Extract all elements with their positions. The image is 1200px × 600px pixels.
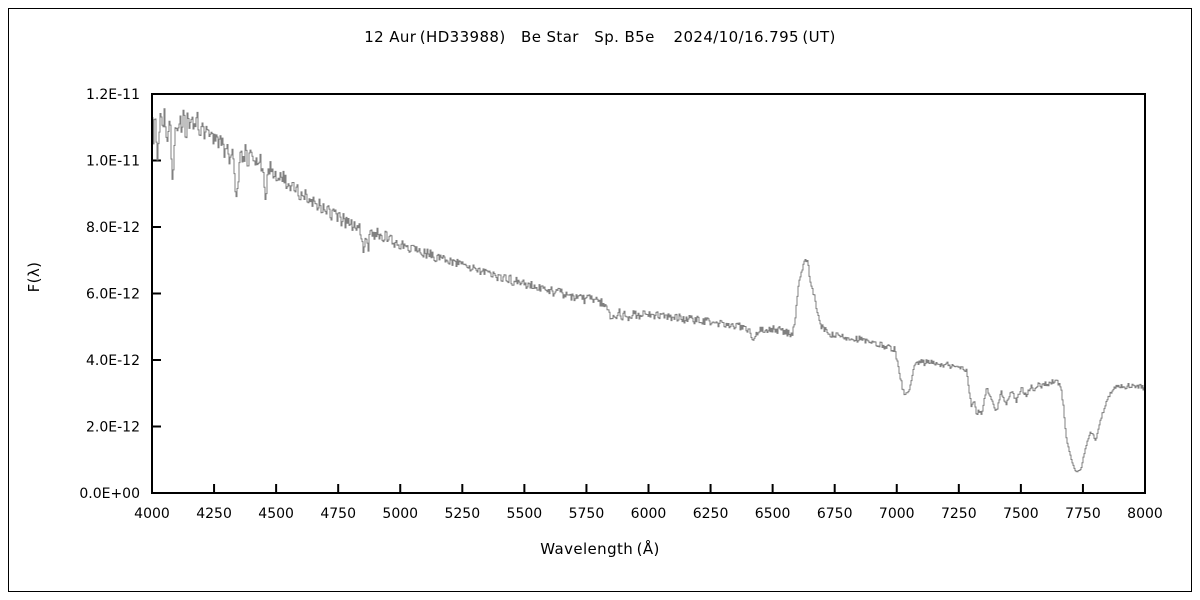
plot-frame xyxy=(151,93,1146,494)
y-axis-ticks: 0.0E+00 2.0E-12 4.0E-12 6.0E-12 8.0E-12 1.0E-… xyxy=(79,87,161,502)
x-tick-label: 5500 xyxy=(507,506,543,522)
spectrum-trace xyxy=(153,108,1144,473)
x-tick-label: 7500 xyxy=(1003,506,1039,522)
x-tick-label: 6750 xyxy=(817,506,853,522)
y-tick-label: 6.0E-12 xyxy=(86,287,140,303)
spectrum-line xyxy=(153,108,1144,473)
x-tick-label: 7250 xyxy=(941,506,977,522)
y-tick-label: 2.0E-12 xyxy=(86,420,140,436)
x-tick-label: 5750 xyxy=(569,506,605,522)
x-tick-label: 7000 xyxy=(879,506,915,522)
y-tick-label: 1.0E-11 xyxy=(86,154,140,170)
x-tick-label: 4750 xyxy=(320,506,356,522)
y-tick-label: 1.2E-11 xyxy=(86,87,140,103)
x-tick-label: 6000 xyxy=(631,506,667,522)
x-tick-label: 7750 xyxy=(1065,506,1101,522)
x-tick-label: 6250 xyxy=(693,506,729,522)
x-tick-label: 6500 xyxy=(755,506,791,522)
y-tick-label: 8.0E-12 xyxy=(86,220,140,236)
x-tick-label: 5250 xyxy=(444,506,480,522)
x-tick-label: 4500 xyxy=(258,506,294,522)
x-axis-ticks: 4000 4250 4500 4750 5000 5250 5500 5750 6000 6250… xyxy=(134,484,1163,522)
chart-title: 12 Aur (HD33988) Be Star Sp. B5e 2024/10… xyxy=(364,28,836,46)
y-tick-label: 4.0E-12 xyxy=(86,353,140,369)
x-tick-label: 5000 xyxy=(382,506,418,522)
x-tick-label: 4250 xyxy=(196,506,232,522)
x-tick-label: 8000 xyxy=(1127,506,1163,522)
y-tick-label: 0.0E+00 xyxy=(79,486,140,502)
x-axis-label: Wavelength (Å) xyxy=(540,540,660,558)
x-tick-label: 4000 xyxy=(134,506,170,522)
